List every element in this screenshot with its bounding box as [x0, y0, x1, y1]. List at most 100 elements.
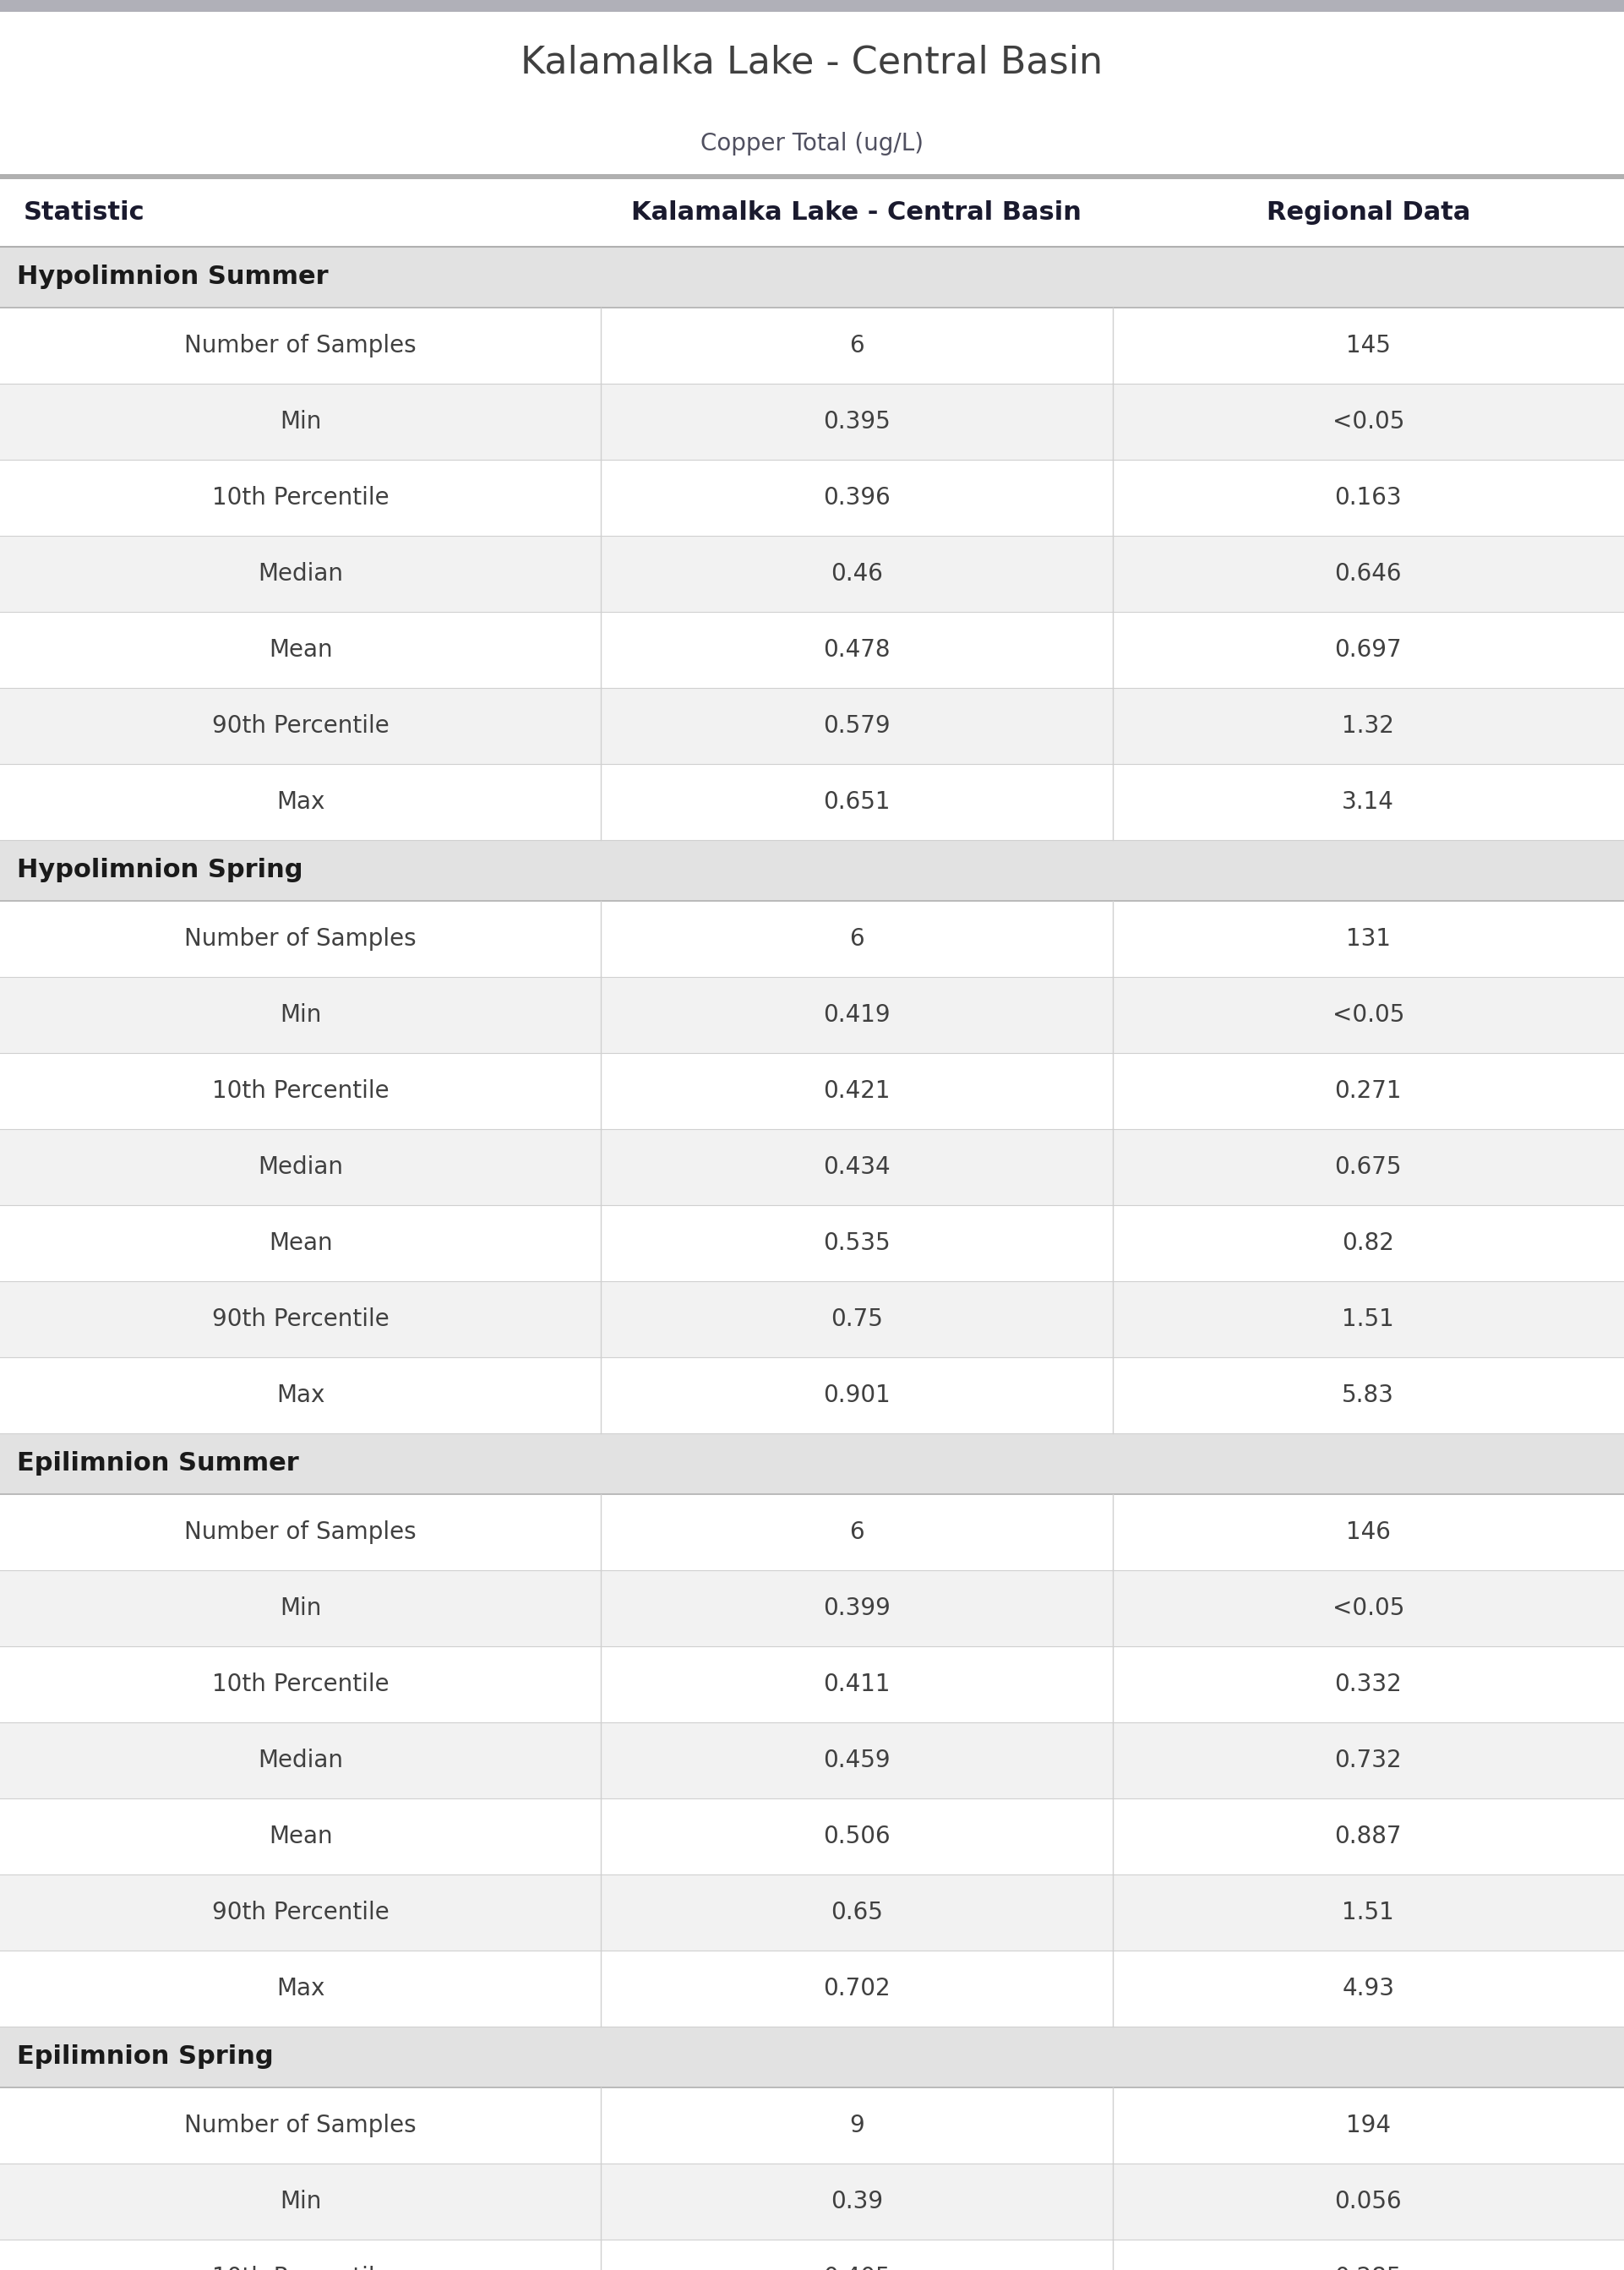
Text: Min: Min — [279, 1596, 322, 1621]
Text: 10th Percentile: 10th Percentile — [211, 1078, 390, 1103]
Text: 0.646: 0.646 — [1335, 563, 1402, 586]
Text: Mean: Mean — [268, 1825, 333, 1848]
Text: Regional Data: Regional Data — [1267, 200, 1470, 225]
Text: 0.434: 0.434 — [823, 1155, 890, 1178]
Text: 0.579: 0.579 — [823, 715, 890, 738]
Text: 0.478: 0.478 — [823, 638, 890, 663]
Text: Max: Max — [276, 1977, 325, 2000]
Text: Epilimnion Spring: Epilimnion Spring — [16, 2045, 273, 2070]
Text: 0.395: 0.395 — [823, 411, 890, 434]
Text: Max: Max — [276, 1382, 325, 1407]
Bar — [0, 179, 1624, 247]
Text: 9: 9 — [849, 2113, 864, 2138]
Text: 0.399: 0.399 — [823, 1596, 890, 1621]
Text: Copper Total (ug/L): Copper Total (ug/L) — [700, 132, 924, 157]
Text: 10th Percentile: 10th Percentile — [211, 486, 390, 508]
Bar — [0, 1723, 1624, 1798]
Text: 0.506: 0.506 — [823, 1825, 890, 1848]
Text: Number of Samples: Number of Samples — [185, 334, 416, 356]
Text: Hypolimnion Spring: Hypolimnion Spring — [16, 858, 304, 883]
Text: 0.82: 0.82 — [1341, 1230, 1395, 1255]
Bar — [0, 688, 1624, 765]
Text: 194: 194 — [1346, 2113, 1390, 2138]
Text: 1.32: 1.32 — [1341, 715, 1395, 738]
Text: 0.285: 0.285 — [1335, 2265, 1402, 2270]
Text: 0.39: 0.39 — [830, 2191, 883, 2213]
Text: 0.75: 0.75 — [830, 1308, 883, 1330]
Text: 0.419: 0.419 — [823, 1003, 890, 1026]
Bar — [0, 1646, 1624, 1723]
Bar — [0, 2163, 1624, 2240]
Bar — [0, 384, 1624, 461]
Text: 1.51: 1.51 — [1341, 1900, 1395, 1925]
Text: 131: 131 — [1346, 926, 1390, 951]
Text: 0.887: 0.887 — [1335, 1825, 1402, 1848]
Text: Min: Min — [279, 411, 322, 434]
Text: 0.332: 0.332 — [1335, 1673, 1402, 1696]
Text: Statistic: Statistic — [24, 200, 145, 225]
Text: 0.651: 0.651 — [823, 790, 890, 815]
Text: Median: Median — [258, 1748, 343, 1773]
Text: Hypolimnion Summer: Hypolimnion Summer — [16, 266, 328, 291]
Text: <0.05: <0.05 — [1332, 1003, 1405, 1026]
Bar — [0, 114, 1624, 175]
Text: Min: Min — [279, 2191, 322, 2213]
Bar — [0, 461, 1624, 536]
Bar — [0, 901, 1624, 976]
Text: Min: Min — [279, 1003, 322, 1026]
Text: Kalamalka Lake - Central Basin: Kalamalka Lake - Central Basin — [521, 45, 1103, 82]
Bar — [0, 1280, 1624, 1357]
Text: Median: Median — [258, 1155, 343, 1178]
Bar — [0, 11, 1624, 114]
Text: 0.732: 0.732 — [1335, 1748, 1402, 1773]
Bar — [0, 613, 1624, 688]
Text: 10th Percentile: 10th Percentile — [211, 1673, 390, 1696]
Text: Mean: Mean — [268, 1230, 333, 1255]
Text: 146: 146 — [1346, 1521, 1390, 1544]
Bar — [0, 1875, 1624, 1950]
Text: 0.396: 0.396 — [823, 486, 890, 508]
Bar — [0, 2088, 1624, 2163]
Text: 0.46: 0.46 — [830, 563, 883, 586]
Text: 0.459: 0.459 — [823, 1748, 890, 1773]
Bar — [0, 1357, 1624, 1432]
Text: Epilimnion Summer: Epilimnion Summer — [16, 1451, 299, 1476]
Text: 6: 6 — [849, 926, 864, 951]
Bar — [0, 1432, 1624, 1494]
Text: 6: 6 — [849, 334, 864, 356]
Text: 0.697: 0.697 — [1335, 638, 1402, 663]
Bar — [0, 2240, 1624, 2270]
Text: 4.93: 4.93 — [1341, 1977, 1395, 2000]
Text: 145: 145 — [1346, 334, 1390, 356]
Text: 0.535: 0.535 — [823, 1230, 890, 1255]
Text: 6: 6 — [849, 1521, 864, 1544]
Text: Mean: Mean — [268, 638, 333, 663]
Text: <0.05: <0.05 — [1332, 1596, 1405, 1621]
Text: 0.163: 0.163 — [1335, 486, 1402, 508]
Bar — [0, 1053, 1624, 1128]
Text: 0.675: 0.675 — [1335, 1155, 1402, 1178]
Text: 0.702: 0.702 — [823, 1977, 890, 2000]
Text: Kalamalka Lake - Central Basin: Kalamalka Lake - Central Basin — [632, 200, 1082, 225]
Text: 3.14: 3.14 — [1341, 790, 1395, 815]
Text: Median: Median — [258, 563, 343, 586]
Bar — [0, 1494, 1624, 1571]
Bar — [0, 976, 1624, 1053]
Bar — [0, 175, 1624, 179]
Bar — [0, 247, 1624, 309]
Text: 10th Percentile: 10th Percentile — [211, 2265, 390, 2270]
Text: 90th Percentile: 90th Percentile — [211, 1900, 390, 1925]
Bar — [0, 0, 1624, 11]
Text: 0.901: 0.901 — [823, 1382, 890, 1407]
Bar — [0, 2027, 1624, 2088]
Bar — [0, 309, 1624, 384]
Text: <0.05: <0.05 — [1332, 411, 1405, 434]
Text: 0.056: 0.056 — [1335, 2191, 1402, 2213]
Text: 0.271: 0.271 — [1335, 1078, 1402, 1103]
Bar — [0, 840, 1624, 901]
Bar — [0, 1950, 1624, 2027]
Text: 90th Percentile: 90th Percentile — [211, 1308, 390, 1330]
Bar — [0, 1205, 1624, 1280]
Text: 0.65: 0.65 — [830, 1900, 883, 1925]
Text: 0.421: 0.421 — [823, 1078, 890, 1103]
